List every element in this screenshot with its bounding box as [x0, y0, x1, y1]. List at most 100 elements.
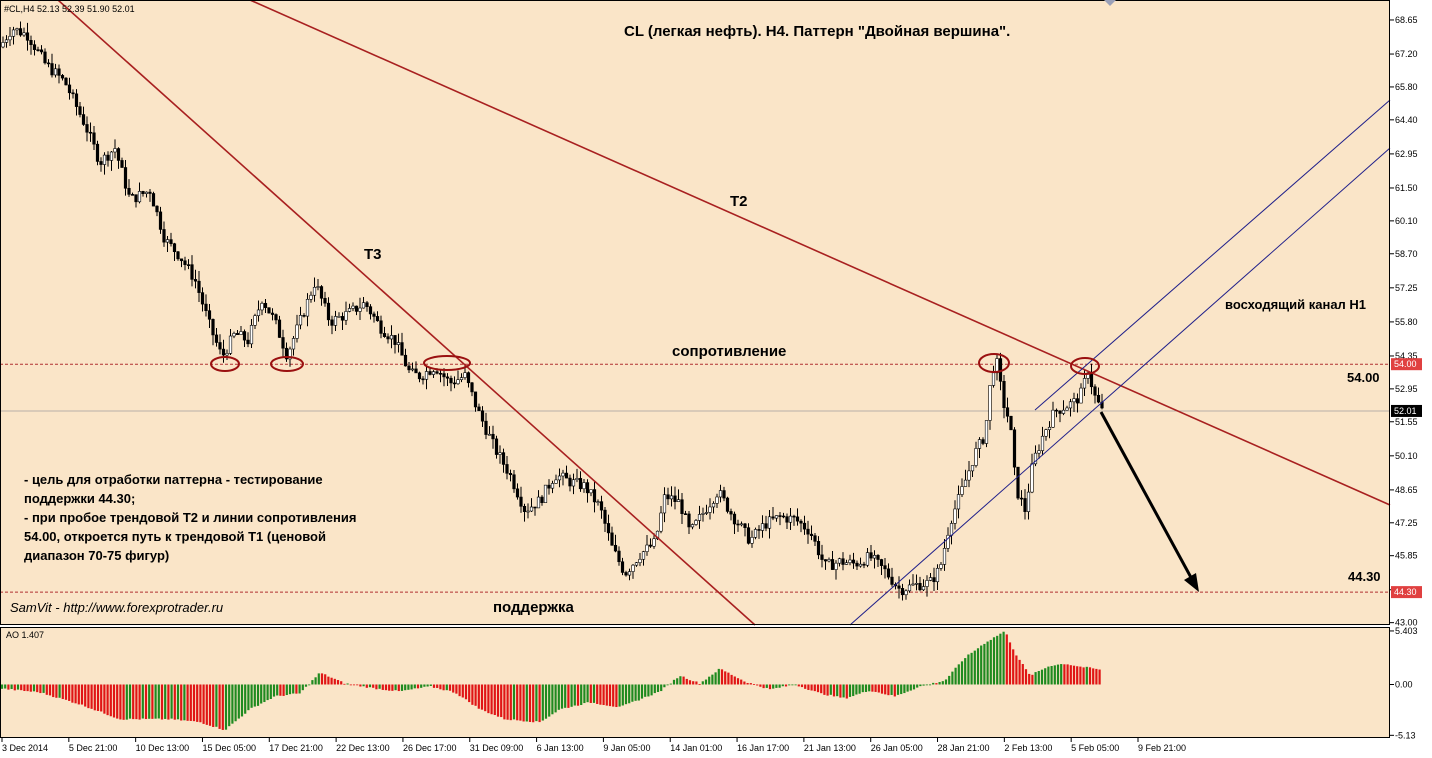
candle [561, 469, 565, 486]
ao-panel-frame [0, 627, 1390, 738]
ao-bar [1066, 664, 1069, 685]
candle [795, 508, 800, 526]
ao-bar [676, 678, 679, 685]
ao-bar [672, 679, 676, 685]
candle [981, 437, 985, 446]
candle [11, 26, 16, 45]
candle [141, 190, 145, 197]
price-tick-label: 61.50 [1395, 183, 1418, 193]
ao-bar [640, 684, 644, 699]
candle [144, 191, 149, 198]
ao-bar [372, 684, 375, 688]
ao-bar [896, 684, 900, 695]
candle [284, 342, 289, 362]
candle [1002, 375, 1006, 419]
ao-bar [490, 684, 493, 715]
ao-bar [871, 684, 874, 692]
ao-bar [45, 684, 48, 695]
ao-bar [650, 684, 653, 696]
candle [169, 232, 173, 247]
candle [967, 461, 971, 488]
horizontal-levels: 54.00 44.30 52.01 [0, 358, 1422, 599]
candle [589, 489, 593, 497]
resistance-label: сопротивление [672, 343, 786, 360]
price-tick-label: 48.65 [1395, 485, 1418, 495]
ao-bar [855, 684, 858, 695]
ao-bar [935, 683, 938, 685]
ao-bar [55, 684, 58, 698]
ao-bar [381, 684, 384, 690]
ao-bar [23, 684, 26, 692]
ao-bar [61, 684, 64, 700]
time-tick-label: 9 Feb 21:00 [1138, 743, 1186, 753]
ao-bar [359, 684, 362, 687]
ao-bar [112, 684, 116, 718]
ao-bar [605, 684, 608, 706]
candle [834, 560, 838, 580]
candle [603, 506, 607, 533]
time-tick-label: 9 Jan 05:00 [603, 743, 650, 753]
candle [911, 574, 915, 586]
shift-marker-icon[interactable] [1104, 0, 1116, 6]
candle [1009, 415, 1013, 431]
candle [92, 126, 96, 151]
ao-bar [42, 684, 45, 693]
candle [617, 546, 621, 566]
ao-bar [519, 684, 522, 721]
candle [1012, 427, 1017, 476]
ao-bar [13, 684, 16, 691]
note-line: диапазон 70-75 фигур) [24, 548, 169, 563]
candle [806, 520, 810, 544]
candle [298, 306, 303, 330]
ao-bar [429, 684, 432, 686]
candle [473, 391, 478, 412]
ao-bar [548, 684, 551, 717]
ao-bar [765, 684, 768, 688]
ao-bar [119, 684, 122, 720]
candle [498, 445, 502, 464]
candle [757, 525, 761, 539]
ao-bar [176, 684, 180, 720]
candle [946, 527, 950, 553]
candle [767, 510, 772, 539]
ao-bar [1069, 665, 1072, 685]
candle [228, 329, 233, 356]
candle [431, 370, 436, 378]
candle [890, 567, 894, 587]
time-tick-label: 5 Feb 05:00 [1071, 743, 1119, 753]
candle [743, 522, 747, 537]
ao-bar [653, 684, 656, 694]
candle [183, 256, 187, 271]
ao-bar [1031, 674, 1034, 685]
ao-bar [496, 684, 500, 717]
ao-bar [525, 684, 528, 722]
ao-bar [768, 684, 772, 690]
ao-bar [52, 684, 55, 698]
ao-bar [807, 684, 810, 690]
candle [368, 304, 373, 320]
ao-bar [567, 684, 570, 708]
ao-bar [1044, 668, 1047, 685]
ao-bar [749, 683, 752, 685]
ao-bar [84, 684, 87, 707]
candle [813, 532, 817, 547]
ao-bar [80, 684, 84, 705]
candle [106, 151, 110, 167]
candle [477, 403, 481, 412]
ao-bar [1034, 672, 1037, 685]
candle [1079, 383, 1083, 404]
candle [50, 53, 54, 78]
ao-bar [634, 684, 637, 701]
time-tick-label: 14 Jan 01:00 [670, 743, 722, 753]
candle [267, 307, 271, 314]
chart-title: CL (легкая нефть). H4. Паттерн "Двойная … [624, 23, 1010, 40]
note-line: - при пробое трендовой Т2 и линии сопрот… [24, 510, 356, 525]
ao-bar [682, 676, 685, 685]
ao-bar [727, 672, 730, 685]
ao-bar [746, 682, 749, 685]
candle [575, 468, 579, 483]
candle [914, 574, 919, 591]
price-tick-label: 62.95 [1395, 149, 1418, 159]
ao-bar [487, 684, 490, 714]
